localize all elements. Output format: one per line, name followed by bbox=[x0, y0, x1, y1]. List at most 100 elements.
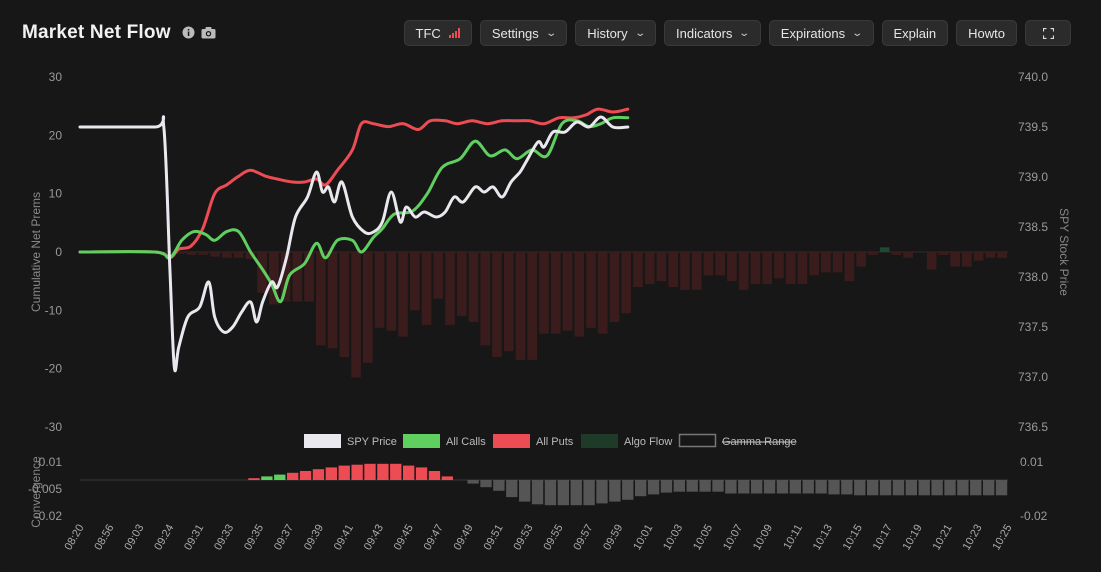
convergence-bar bbox=[776, 480, 789, 494]
convergence-bar bbox=[364, 463, 376, 480]
x-tick-label: 10:23 bbox=[961, 523, 985, 553]
algo-flow-bar bbox=[527, 252, 538, 360]
page-title: Market Net Flow bbox=[22, 22, 171, 43]
convergence-bar bbox=[854, 480, 866, 496]
convergence-bar bbox=[428, 471, 441, 480]
algo-flow-bar bbox=[175, 252, 185, 254]
convergence-bar bbox=[338, 465, 350, 480]
algo-flow-bar bbox=[844, 252, 855, 282]
algo-flow-bar bbox=[433, 252, 444, 299]
x-tick-label: 09:55 bbox=[541, 523, 565, 553]
convergence-bar bbox=[325, 467, 338, 480]
legend-all-calls: All Calls bbox=[446, 436, 486, 448]
settings-label: Settings bbox=[491, 25, 539, 41]
history-dropdown[interactable]: History ⌄ bbox=[575, 20, 657, 46]
algo-flow-bar bbox=[269, 252, 279, 305]
x-tick-label: 09:51 bbox=[482, 523, 506, 553]
convergence-bar bbox=[312, 469, 325, 480]
x-tick-label: 08:20 bbox=[62, 523, 86, 553]
algo-flow-bar bbox=[856, 252, 866, 267]
x-tick-label: 10:21 bbox=[931, 523, 955, 553]
x-tick-label: 10:09 bbox=[751, 523, 775, 553]
x-tick-label: 09:41 bbox=[332, 523, 356, 553]
expirations-dropdown[interactable]: Expirations ⌄ bbox=[768, 20, 874, 46]
convergence-bar bbox=[738, 480, 750, 494]
convergence-bar bbox=[944, 480, 956, 496]
convergence-bar bbox=[493, 480, 505, 491]
x-tick-label: 10:17 bbox=[871, 523, 895, 553]
algo-flow-bar bbox=[703, 252, 714, 276]
legend-all-calls-swatch bbox=[403, 434, 440, 448]
legend-all-puts-swatch bbox=[493, 434, 530, 448]
settings-dropdown[interactable]: Settings ⌄ bbox=[479, 20, 568, 46]
y2-axis-title: SPY Stock Price bbox=[1057, 208, 1071, 296]
x-tick-label: 09:37 bbox=[272, 523, 296, 553]
convergence-bar bbox=[261, 476, 273, 480]
algo-flow-bar bbox=[198, 252, 209, 255]
algo-flow-bar bbox=[644, 252, 655, 285]
legend-all-puts: All Puts bbox=[536, 436, 574, 448]
algo-flow-bar bbox=[503, 252, 514, 352]
x-tick-label: 09:47 bbox=[422, 523, 446, 553]
y2-tick-label: 737.5 bbox=[1018, 320, 1048, 334]
convergence-bar bbox=[248, 478, 260, 480]
y-tick-label: -10 bbox=[45, 303, 63, 317]
algo-flow-bar bbox=[280, 252, 291, 302]
algo-flow-bar bbox=[762, 252, 773, 285]
algo-flow-bar bbox=[210, 252, 220, 257]
convergence-bar bbox=[286, 472, 299, 480]
convergence-bar bbox=[802, 480, 814, 494]
camera-icon[interactable] bbox=[201, 26, 216, 39]
convergence-bar bbox=[660, 480, 673, 493]
convergence-bar bbox=[351, 464, 363, 480]
algo-flow-bar bbox=[656, 252, 667, 282]
algo-flow-bar bbox=[351, 252, 361, 378]
y-tick-label: 0 bbox=[55, 245, 62, 259]
tfc-button[interactable]: TFC bbox=[403, 20, 472, 46]
x-tick-label: 10:01 bbox=[631, 523, 655, 553]
convergence-bar bbox=[789, 480, 802, 494]
algo-flow-bar bbox=[797, 252, 808, 285]
convergence-bar bbox=[995, 480, 1008, 496]
howto-button[interactable]: Howto bbox=[956, 20, 1017, 46]
convergence-bar bbox=[750, 480, 763, 494]
y-axis-title: Cumulative Net Prems bbox=[29, 192, 43, 312]
convergence-bar bbox=[531, 480, 544, 505]
indicators-dropdown[interactable]: Indicators ⌄ bbox=[664, 20, 761, 46]
algo-flow-bar bbox=[468, 252, 479, 322]
x-tick-label: 09:57 bbox=[571, 523, 595, 553]
algo-flow-bar bbox=[809, 252, 819, 276]
convergence-bar bbox=[905, 480, 918, 496]
algo-flow-bar bbox=[386, 252, 397, 331]
info-icon[interactable] bbox=[182, 26, 195, 39]
explain-button[interactable]: Explain bbox=[881, 20, 949, 46]
algo-flow-bar bbox=[492, 252, 502, 357]
x-tick-label: 10:03 bbox=[661, 523, 685, 553]
algo-flow-bar bbox=[879, 247, 890, 252]
y2-tick-label: 737.0 bbox=[1018, 370, 1048, 384]
convergence-bar bbox=[609, 480, 621, 502]
convergence-bar bbox=[931, 480, 943, 496]
algo-flow-bar bbox=[750, 252, 761, 285]
algo-flow-bar bbox=[868, 252, 878, 255]
convergence-bar bbox=[518, 480, 531, 502]
algo-flow-bar bbox=[539, 252, 549, 334]
spy-price-line bbox=[78, 115, 630, 373]
x-tick-label: 10:11 bbox=[781, 523, 805, 552]
convergence-bar bbox=[712, 480, 724, 492]
convergence-bar bbox=[673, 480, 686, 492]
algo-flow-bar bbox=[950, 252, 960, 267]
algo-flow-bar bbox=[421, 252, 432, 325]
x-tick-label: 10:15 bbox=[841, 523, 865, 553]
y-tick-label: -30 bbox=[45, 420, 63, 434]
convergence-bar bbox=[892, 480, 905, 496]
fullscreen-button[interactable] bbox=[1025, 20, 1071, 46]
convergence-bar bbox=[841, 480, 853, 495]
algo-flow-bar bbox=[257, 252, 267, 293]
legend-spy-price-swatch bbox=[304, 434, 341, 448]
algo-flow-bar bbox=[445, 252, 455, 325]
x-tick-label: 09:31 bbox=[182, 523, 206, 553]
howto-label: Howto bbox=[968, 25, 1005, 41]
convergence-bar bbox=[647, 480, 660, 495]
algo-flow-bar bbox=[938, 252, 949, 255]
